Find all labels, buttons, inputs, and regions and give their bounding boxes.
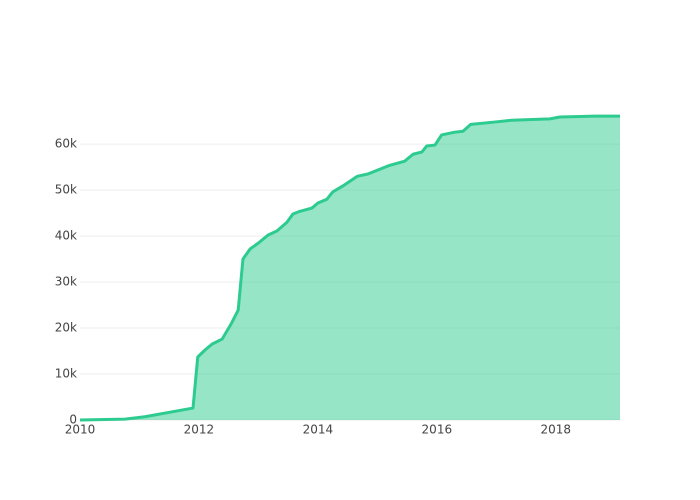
y-tick-label: 20k (55, 321, 77, 335)
x-tick-label: 2010 (65, 423, 96, 437)
y-tick-label: 50k (55, 183, 77, 197)
y-tick-label: 0 (69, 413, 77, 427)
y-tick-label: 60k (55, 137, 77, 151)
area-line (79, 114, 620, 422)
x-tick-label: 2016 (422, 423, 453, 437)
y-tick-label: 40k (55, 229, 77, 243)
x-tick-label: 2018 (540, 423, 571, 437)
y-tick-label: 10k (55, 367, 77, 381)
x-tick-label: 2012 (184, 423, 215, 437)
y-tick-label: 30k (55, 275, 77, 289)
x-tick-label: 2014 (303, 423, 334, 437)
